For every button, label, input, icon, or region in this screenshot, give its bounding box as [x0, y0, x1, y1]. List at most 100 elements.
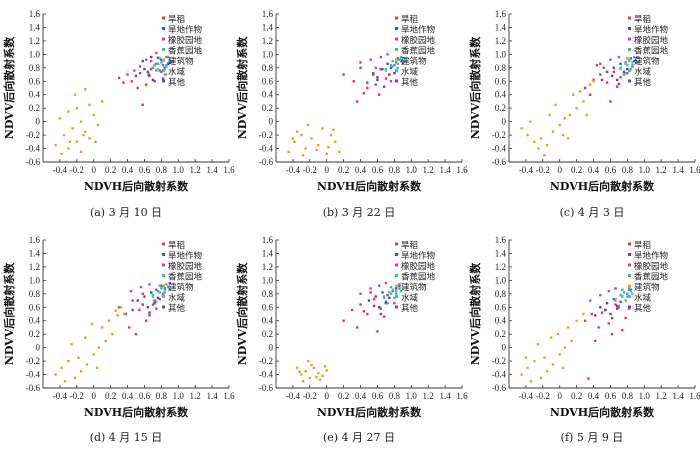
x-tick-label: 1.0 — [173, 391, 185, 401]
data-point — [144, 58, 148, 61]
y-tick-label: -0.6 — [26, 157, 41, 167]
y-tick-label: 0.4 — [29, 316, 41, 326]
data-point — [90, 322, 94, 326]
panel-caption: (c) 4 月 3 日 — [560, 206, 625, 219]
data-point — [369, 291, 372, 294]
y-tick-label: -0.6 — [492, 157, 507, 167]
x-tick-label: 0.4 — [588, 165, 600, 175]
y-tick-label: 0.8 — [495, 289, 507, 299]
x-tick-label: 0.4 — [588, 391, 600, 401]
data-point — [631, 61, 634, 64]
data-point — [388, 291, 391, 294]
data-point — [393, 72, 396, 75]
data-point — [146, 306, 150, 309]
y-tick-label: -0.4 — [259, 370, 274, 380]
data-point — [374, 295, 377, 298]
data-point — [163, 288, 166, 291]
y-tick-label: 0.6 — [29, 76, 41, 86]
data-point — [355, 326, 359, 329]
data-point — [151, 295, 155, 298]
legend-swatch — [628, 16, 632, 20]
data-point — [156, 67, 160, 71]
data-point — [394, 61, 398, 64]
data-point — [141, 292, 144, 296]
y-tick-label: 0.2 — [262, 103, 273, 113]
data-point — [300, 373, 303, 376]
legend-swatch — [162, 274, 166, 277]
data-point — [403, 57, 406, 60]
x-tick-label: 0.2 — [105, 165, 116, 175]
data-point — [614, 299, 617, 302]
legend-label: 旱稻 — [401, 14, 418, 25]
data-point — [612, 70, 616, 74]
x-tick-label: 1.4 — [206, 391, 218, 401]
data-point — [79, 369, 83, 373]
x-tick-label: 1.6 — [223, 391, 235, 401]
data-point — [381, 291, 384, 294]
data-point — [153, 302, 156, 305]
data-point — [163, 287, 166, 290]
data-point — [389, 292, 393, 296]
data-point — [338, 150, 341, 154]
data-point — [599, 73, 602, 76]
y-tick-label: 1.4 — [495, 248, 507, 258]
data-point — [155, 300, 158, 304]
data-point — [156, 296, 160, 300]
data-point — [146, 70, 150, 74]
data-point — [384, 302, 388, 305]
data-point — [622, 73, 626, 76]
legend-label: 建筑物 — [401, 56, 427, 67]
data-point — [582, 100, 585, 103]
y-tick-label: 1.0 — [262, 49, 274, 59]
data-point — [60, 152, 63, 156]
x-tick-label: -0.4 — [53, 391, 68, 401]
y-tick-label: 0 — [269, 343, 274, 353]
data-point — [75, 106, 79, 110]
data-point — [321, 127, 324, 130]
data-point — [160, 287, 163, 290]
data-point — [384, 77, 388, 80]
data-point — [84, 88, 87, 91]
y-tick-label: 0.2 — [29, 329, 40, 339]
data-point — [388, 73, 391, 76]
legend-label: 建筑物 — [168, 282, 194, 293]
data-point — [144, 319, 148, 322]
y-tick-label: 1.4 — [262, 22, 274, 32]
data-point — [111, 332, 114, 336]
data-point — [599, 62, 602, 65]
data-point — [398, 58, 401, 61]
x-tick-label: 1.2 — [656, 391, 667, 401]
data-point — [150, 55, 153, 59]
data-point — [600, 78, 604, 82]
data-point — [626, 67, 629, 71]
y-tick-label: 1.6 — [262, 235, 274, 245]
legend-label: 旱地作物 — [634, 24, 669, 35]
legend-label: 橡胶园地 — [168, 261, 203, 272]
y-tick-label: 0.2 — [495, 103, 506, 113]
legend-swatch — [395, 305, 399, 309]
x-tick-label: -0.4 — [286, 165, 301, 175]
legend-swatch — [162, 16, 166, 20]
data-point — [626, 63, 629, 67]
data-point — [327, 146, 330, 149]
data-point — [153, 63, 156, 67]
data-point — [141, 103, 144, 107]
x-tick-label: -0.2 — [70, 391, 84, 401]
y-tick-label: -0.2 — [492, 130, 506, 140]
y-tick-label: 0.8 — [495, 63, 507, 73]
x-tick-label: 0.6 — [372, 165, 384, 175]
data-point — [60, 366, 63, 370]
data-point — [355, 100, 359, 103]
legend-label: 建筑物 — [634, 56, 660, 67]
y-tick-label: 1.2 — [262, 36, 273, 46]
data-point — [325, 369, 328, 372]
data-point — [372, 298, 376, 301]
data-point — [583, 86, 587, 90]
legend-swatch — [395, 27, 399, 30]
legend-swatch — [162, 263, 166, 267]
data-point — [575, 106, 578, 110]
data-point — [563, 117, 566, 120]
data-point — [399, 289, 403, 293]
legend-label: 水域 — [168, 66, 186, 77]
legend-label: 香蕉园地 — [168, 45, 203, 56]
